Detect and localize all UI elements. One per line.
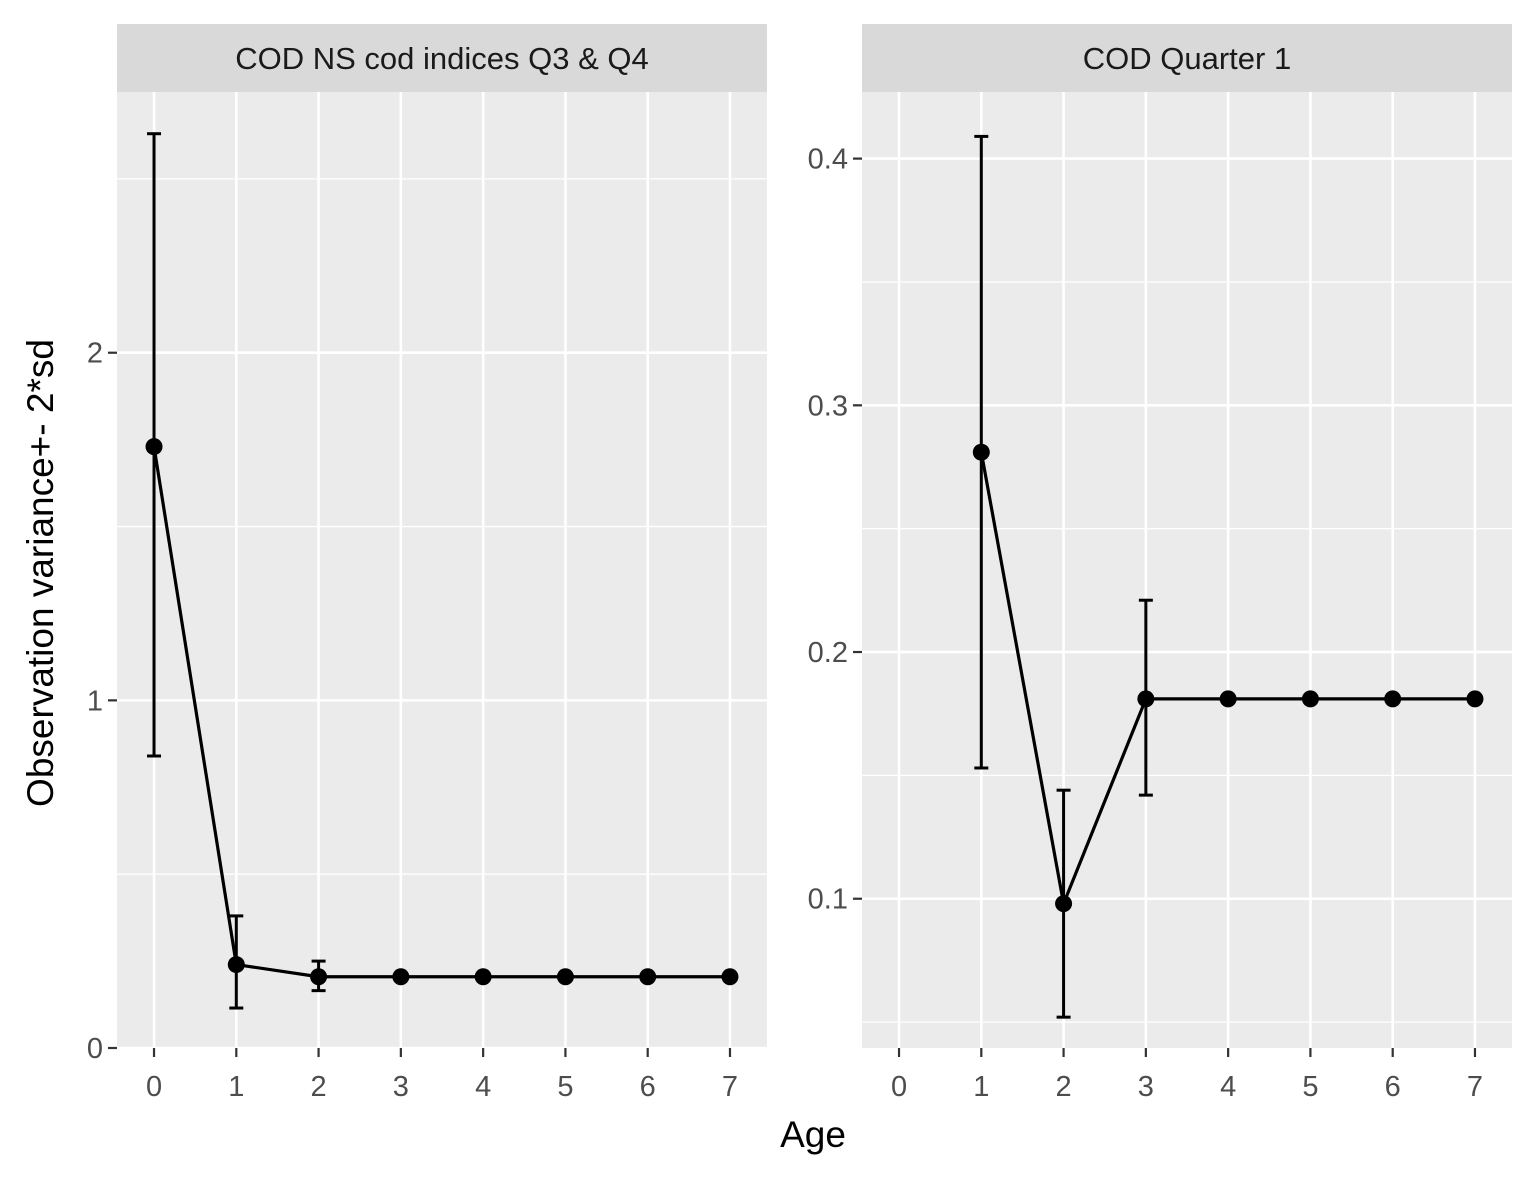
y-tick-label: 0.3	[808, 390, 848, 422]
panel-cod-ns-cod-indices: COD NS cod indices Q3 & Q4 0 1 2 0 1 2 3 4 5 6 7	[87, 24, 767, 1103]
data-point	[474, 968, 492, 986]
data-point	[310, 968, 328, 986]
data-point	[556, 968, 574, 986]
x-tick-label: 3	[393, 1071, 409, 1103]
y-tick-label: 2	[87, 338, 103, 370]
x-tick-label: 5	[557, 1071, 573, 1103]
y-tick-label: 0.2	[808, 637, 848, 669]
y-axis-title: Observation variance+- 2*sd	[20, 339, 61, 807]
series-line	[152, 446, 730, 979]
x-tick-label: 4	[1220, 1071, 1236, 1103]
strip-background	[117, 24, 767, 92]
y-tick-label: 0	[87, 1033, 103, 1065]
panel-background	[862, 92, 1512, 1048]
data-point	[972, 443, 990, 461]
data-point	[227, 956, 245, 974]
x-tick-label: 1	[228, 1071, 244, 1103]
x-tick-label: 7	[722, 1071, 738, 1103]
x-tick-label: 4	[475, 1071, 491, 1103]
x-tick-label: 5	[1302, 1071, 1318, 1103]
data-point	[1137, 690, 1155, 708]
data-point	[145, 438, 163, 456]
x-tick-label: 3	[1138, 1071, 1154, 1103]
x-tick-label: 2	[311, 1071, 327, 1103]
x-tick-label: 0	[891, 1071, 907, 1103]
x-tick-label: 0	[146, 1071, 162, 1103]
y-tick-label: 0.4	[808, 144, 848, 176]
y-tick-label: 1	[87, 685, 103, 717]
strip-title: COD Quarter 1	[1083, 41, 1291, 76]
x-tick-label: 6	[640, 1071, 656, 1103]
data-point	[639, 968, 657, 986]
data-point	[1219, 690, 1237, 708]
panel-background	[117, 92, 767, 1048]
data-point	[392, 968, 410, 986]
data-point	[1301, 690, 1319, 708]
data-point	[721, 968, 739, 986]
data-point	[1384, 690, 1402, 708]
data-point	[1055, 895, 1073, 913]
x-tick-label: 7	[1467, 1071, 1483, 1103]
y-tick-label: 0.1	[808, 884, 848, 916]
data-point	[1466, 690, 1484, 708]
strip-background	[862, 24, 1512, 92]
strip-title: COD NS cod indices Q3 & Q4	[235, 41, 649, 76]
x-tick-label: 2	[1056, 1071, 1072, 1103]
x-tick-label: 6	[1385, 1071, 1401, 1103]
x-axis-title: Age	[780, 1114, 846, 1155]
x-tick-label: 1	[973, 1071, 989, 1103]
panel-cod-quarter-1: COD Quarter 1 0.1 0.2 0.3 0.4 0 1 2 3 4 5 6 7	[808, 24, 1512, 1103]
